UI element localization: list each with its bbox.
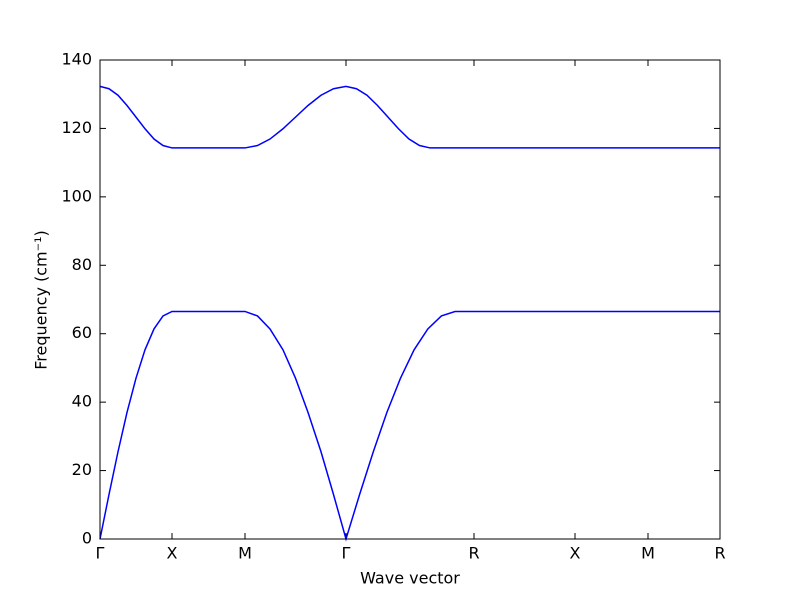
x-tick-label: Γ xyxy=(342,544,351,563)
y-tick-label: 80 xyxy=(72,255,92,274)
y-tick-label: 120 xyxy=(61,118,92,137)
x-tick-label: R xyxy=(468,544,479,563)
series-line xyxy=(99,310,720,542)
y-tick-label: 60 xyxy=(72,323,92,342)
y-tick-label: 100 xyxy=(61,186,92,205)
plot-frame xyxy=(99,59,721,540)
y-tick-label: 40 xyxy=(72,392,92,411)
y-tick-label: 20 xyxy=(72,460,92,479)
y-tick-label: 140 xyxy=(61,50,92,69)
y-axis-label: Frequency (cm⁻¹) xyxy=(32,230,51,369)
x-tick-label: X xyxy=(167,544,178,563)
y-tick-label: 0 xyxy=(82,529,92,548)
x-tick-label: M xyxy=(641,544,655,563)
series-line xyxy=(99,85,720,149)
x-tick-label: Γ xyxy=(96,544,105,563)
x-axis-label: Wave vector xyxy=(360,569,460,588)
x-tick-label: R xyxy=(714,544,725,563)
x-tick-label: M xyxy=(238,544,252,563)
x-tick-label: X xyxy=(570,544,581,563)
